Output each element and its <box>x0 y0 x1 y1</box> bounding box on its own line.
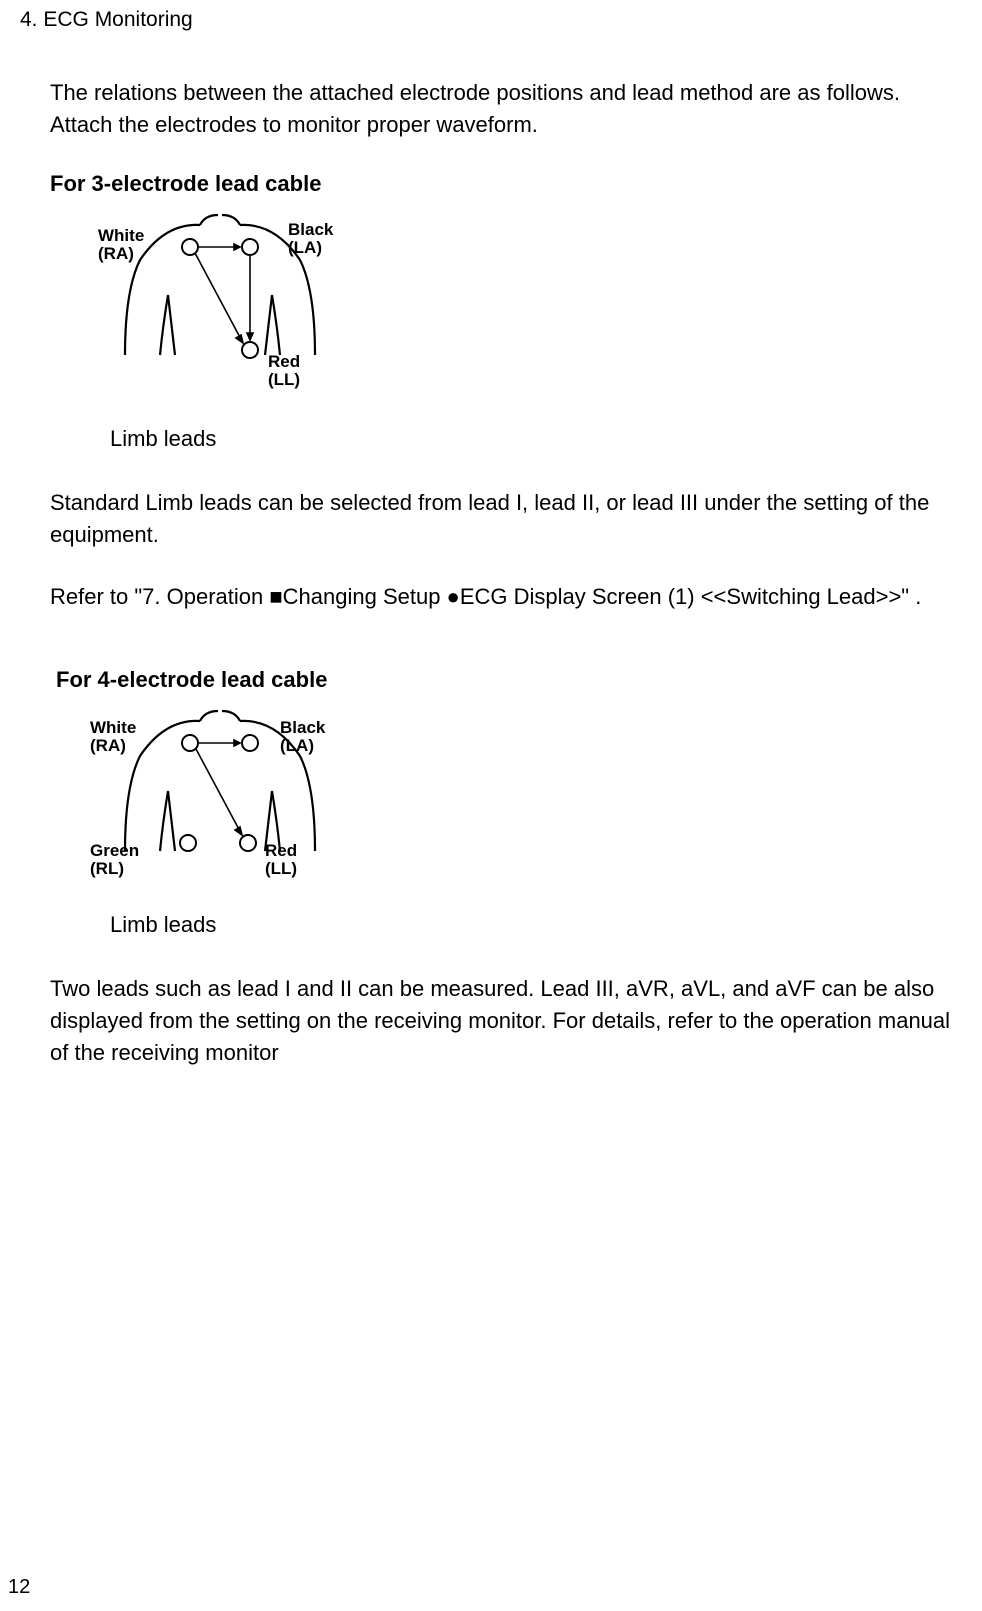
label-red-ll-1: Red <box>268 352 300 371</box>
caption-limb-leads-4: Limb leads <box>110 912 962 938</box>
label-white-ra-1: White <box>98 226 144 245</box>
subheading-3electrode: For 3-electrode lead cable <box>50 171 962 197</box>
label-black-la-1b: Black <box>280 718 326 737</box>
label-red-ll-1b: Red <box>265 841 297 860</box>
caption-limb-leads-3: Limb leads <box>110 426 962 452</box>
label-green-rl-1: Green <box>90 841 139 860</box>
label-black-la-2b: (LA) <box>280 736 314 755</box>
torso-diagram-3: White (RA) Black (LA) Red (LL) <box>70 205 370 415</box>
section-header: 4. ECG Monitoring <box>20 8 962 32</box>
label-white-ra-2: (RA) <box>98 244 134 263</box>
label-red-ll-2b: (LL) <box>265 859 297 878</box>
para-standard-limb: Standard Limb leads can be selected from… <box>50 487 962 551</box>
torso-diagram-4: White (RA) Black (LA) Red (LL) Green (RL… <box>70 701 370 901</box>
label-white-ra-1b: White <box>90 718 136 737</box>
label-white-ra-2b: (RA) <box>90 736 126 755</box>
label-black-la-1: Black <box>288 220 334 239</box>
content-body: The relations between the attached elect… <box>50 77 962 1069</box>
label-black-la-2: (LA) <box>288 238 322 257</box>
label-green-rl-2: (RL) <box>90 859 124 878</box>
diagram-4electrode: White (RA) Black (LA) Red (LL) Green (RL… <box>70 701 962 906</box>
page-number: 12 <box>8 1576 30 1599</box>
subheading-4electrode: For 4-electrode lead cable <box>56 667 962 693</box>
para-refer-operation: Refer to "7. Operation ■Changing Setup ●… <box>50 581 962 613</box>
para-two-leads: Two leads such as lead I and II can be m… <box>50 973 962 1069</box>
diagram-3electrode: White (RA) Black (LA) Red (LL) <box>70 205 962 420</box>
page: 4. ECG Monitoring The relations between … <box>0 0 982 1611</box>
label-red-ll-2: (LL) <box>268 370 300 389</box>
intro-paragraph: The relations between the attached elect… <box>50 77 962 141</box>
